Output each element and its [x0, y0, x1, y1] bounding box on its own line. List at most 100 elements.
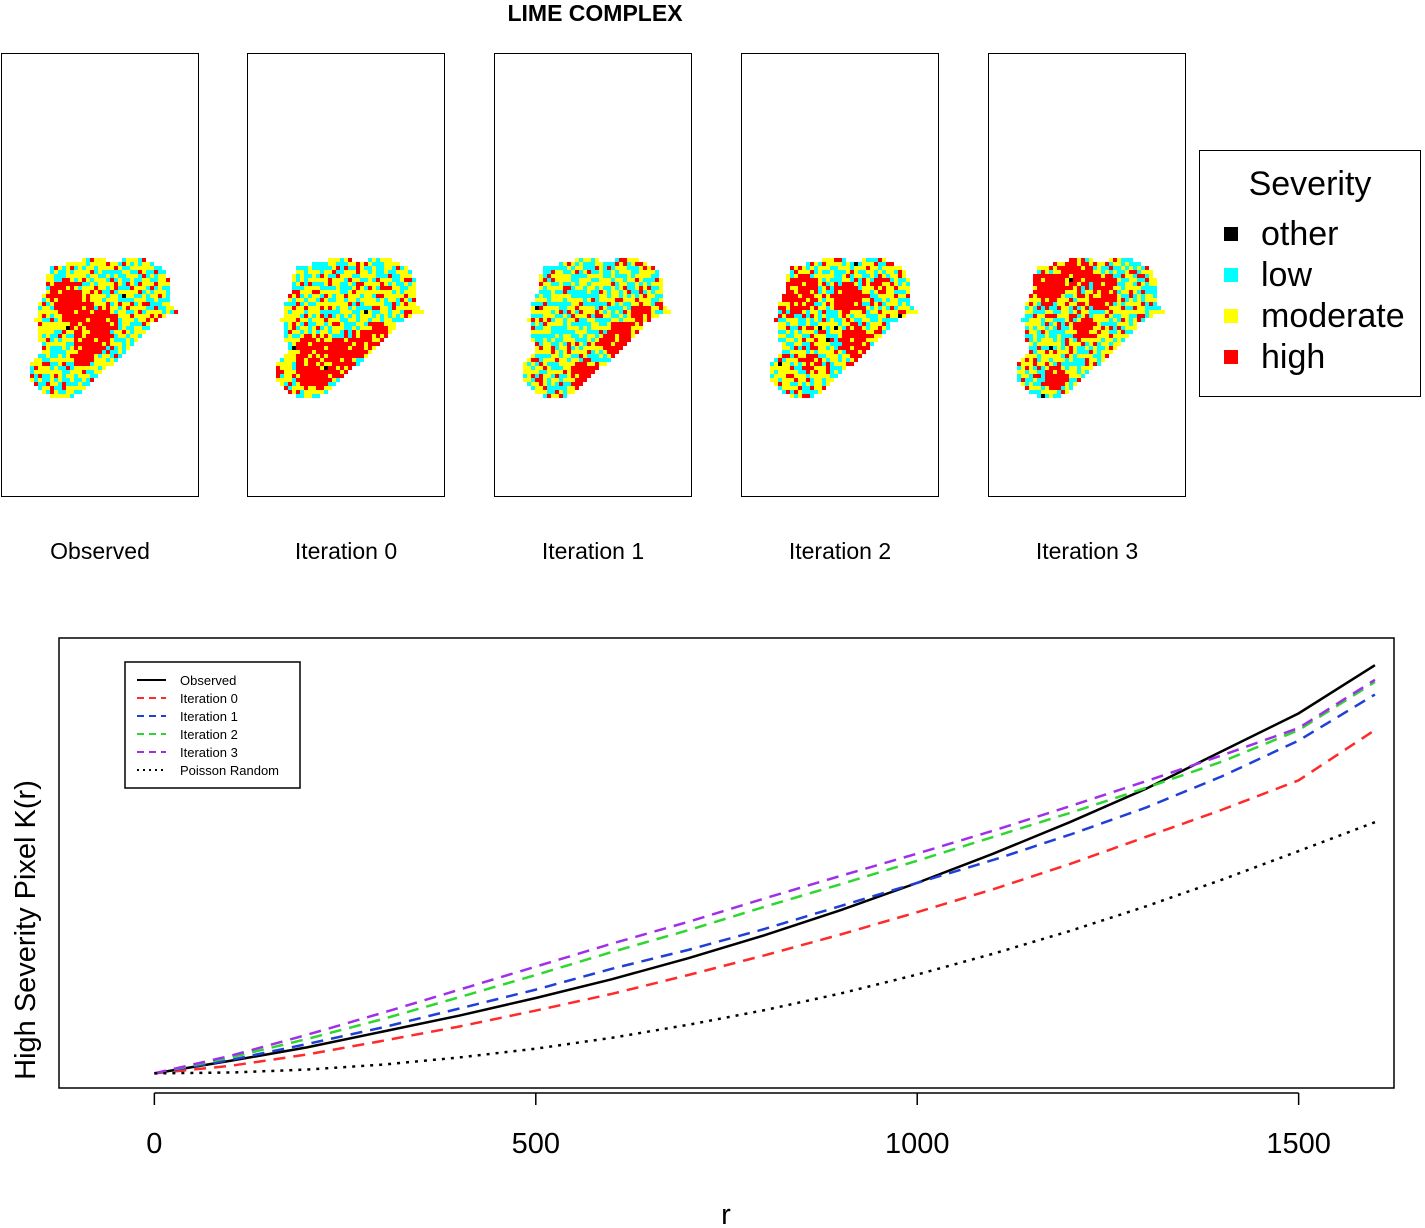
map-pixel [842, 270, 846, 274]
map-pixel [1089, 362, 1093, 366]
map-pixel [1041, 286, 1045, 290]
map-pixel [842, 362, 846, 366]
map-pixel [1049, 374, 1053, 378]
map-pixel [82, 286, 86, 290]
map-pixel [862, 302, 866, 306]
map-pixel [1061, 266, 1065, 270]
map-pixel [166, 278, 170, 282]
map-pixel [348, 354, 352, 358]
map-pixel [782, 354, 786, 358]
map-pixel [292, 342, 296, 346]
map-pixel [142, 310, 146, 314]
map-pixel [114, 282, 118, 286]
map-pixel [114, 354, 118, 358]
map-pixel [1133, 302, 1137, 306]
map-pixel [874, 262, 878, 266]
map-pixel [336, 310, 340, 314]
map-pixel [830, 286, 834, 290]
map-pixel [300, 322, 304, 326]
map-pixel [1049, 394, 1053, 398]
map-pixel [166, 310, 170, 314]
map-pixel [384, 286, 388, 290]
map-pixel [619, 294, 623, 298]
map-pixel [611, 278, 615, 282]
map-pixel [866, 322, 870, 326]
map-pixel [38, 310, 42, 314]
map-pixel [631, 326, 635, 330]
map-pixel [292, 334, 296, 338]
map-pixel [348, 342, 352, 346]
map-pixel [360, 294, 364, 298]
map-pixel [790, 294, 794, 298]
map-pixel [364, 342, 368, 346]
map-pixel [842, 258, 846, 262]
map-pixel [368, 334, 372, 338]
map-pixel [54, 290, 58, 294]
map-pixel [300, 342, 304, 346]
map-pixel [368, 294, 372, 298]
map-pixel [830, 310, 834, 314]
map-pixel [98, 262, 102, 266]
map-pixel [575, 274, 579, 278]
map-pixel [62, 374, 66, 378]
map-pixel [1085, 330, 1089, 334]
map-pixel [798, 318, 802, 322]
map-pixel [1077, 374, 1081, 378]
map-pixel [1017, 362, 1021, 366]
map-pixel [647, 266, 651, 270]
map-pixel [324, 374, 328, 378]
map-pixel [846, 346, 850, 350]
map-pixel [292, 378, 296, 382]
map-pixel [571, 314, 575, 318]
map-pixel [138, 322, 142, 326]
map-pixel [830, 326, 834, 330]
map-pixel [874, 326, 878, 330]
map-pixel [296, 318, 300, 322]
map-pixel [567, 362, 571, 366]
map-pixel [567, 282, 571, 286]
map-pixel [1161, 310, 1165, 314]
map-pixel [1025, 358, 1029, 362]
map-pixel [368, 266, 372, 270]
map-pixel [1033, 310, 1037, 314]
map-pixel [58, 286, 62, 290]
map-pixel [58, 314, 62, 318]
map-pixel [595, 310, 599, 314]
map-pixel [1077, 330, 1081, 334]
map-pixel [1129, 290, 1133, 294]
map-pixel [94, 358, 98, 362]
map-pixel [118, 330, 122, 334]
map-pixel [810, 270, 814, 274]
map-pixel [384, 266, 388, 270]
map-pixel [599, 334, 603, 338]
map-pixel [886, 302, 890, 306]
map-pixel [786, 334, 790, 338]
map-pixel [814, 342, 818, 346]
map-pixel [1037, 334, 1041, 338]
map-pixel [1049, 302, 1053, 306]
map-pixel [30, 370, 34, 374]
map-pixel [1041, 314, 1045, 318]
map-pixel [878, 262, 882, 266]
map-pixel [575, 262, 579, 266]
map-pixel [1081, 294, 1085, 298]
map-pixel [1041, 302, 1045, 306]
map-pixel [344, 290, 348, 294]
map-pixel [802, 350, 806, 354]
map-pixel [74, 278, 78, 282]
map-pixel [388, 306, 392, 310]
map-pixel [814, 330, 818, 334]
map-pixel [58, 342, 62, 346]
plot-frame [58, 637, 1395, 1089]
map-pixel [1025, 330, 1029, 334]
map-pixel [579, 274, 583, 278]
map-pixel [364, 310, 368, 314]
map-pixel [46, 282, 50, 286]
map-pixel [78, 350, 82, 354]
map-pixel [786, 362, 790, 366]
map-pixel [599, 322, 603, 326]
map-pixel [78, 266, 82, 270]
map-pixel [70, 314, 74, 318]
map-pixel [296, 382, 300, 386]
map-pixel [587, 274, 591, 278]
